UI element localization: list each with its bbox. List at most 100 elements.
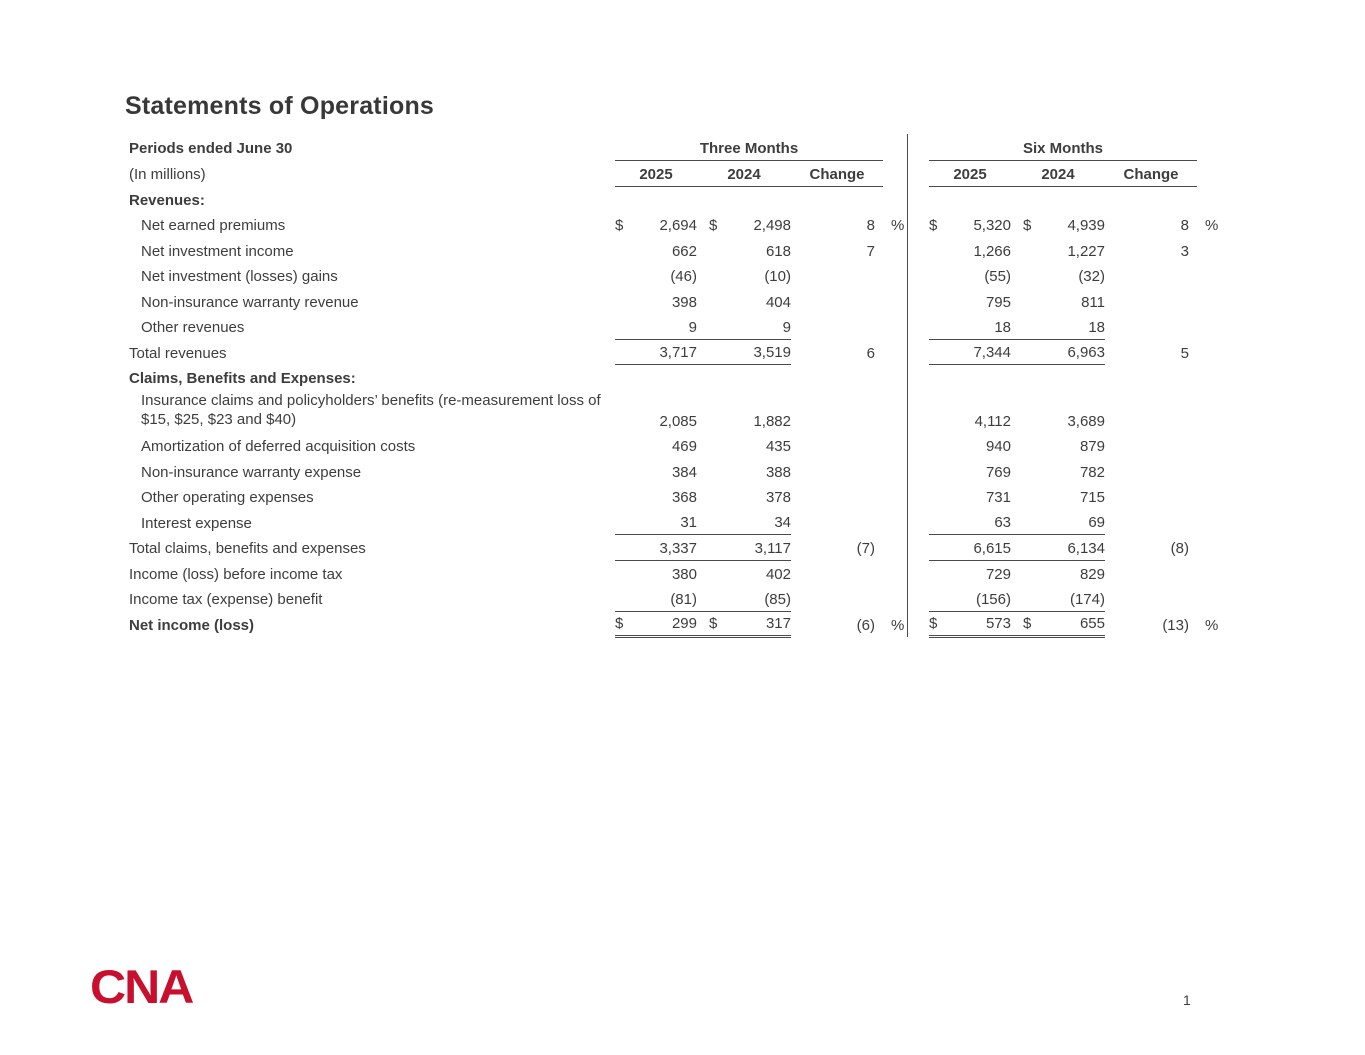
change-cell — [1105, 458, 1197, 484]
section-divider — [906, 211, 929, 237]
dollar-cell — [615, 288, 635, 314]
percent-cell — [883, 390, 907, 433]
percent-cell — [1197, 390, 1221, 433]
row-label: Non-insurance warranty expense — [141, 463, 362, 481]
value-cell: 1,227 — [1067, 242, 1105, 260]
dollar-cell — [1011, 458, 1041, 484]
value-cell: 940 — [985, 438, 1011, 455]
value-cell: 9 — [635, 313, 697, 340]
value-cell: 317 — [727, 611, 791, 638]
dollar-cell — [697, 433, 727, 459]
dollar-cell — [697, 288, 727, 314]
change-cell — [1105, 288, 1197, 314]
section-divider — [906, 160, 929, 186]
dollar-cell — [697, 339, 727, 365]
dollar-cell — [1011, 263, 1041, 289]
percent-cell — [1197, 339, 1221, 365]
row-label: Non-insurance warranty revenue — [141, 293, 359, 311]
dollar-cell — [615, 390, 635, 433]
dollar-cell — [615, 534, 635, 561]
change-cell: (6) — [856, 616, 875, 634]
value-cell: 380 — [671, 565, 697, 583]
change-cell — [791, 458, 883, 484]
section-divider — [906, 313, 929, 339]
row-label: Insurance claims and policyholders’ bene… — [141, 392, 601, 428]
change-cell: (13) — [1162, 616, 1189, 634]
dollar-cell — [697, 585, 727, 612]
value-cell: 662 — [671, 242, 697, 260]
value-cell: 7,344 — [947, 339, 1011, 365]
dollar-cell — [615, 560, 635, 586]
row-label: Interest expense — [141, 514, 252, 532]
spacer-cell — [929, 186, 1221, 212]
dollar-cell: $ — [929, 217, 938, 234]
col-header-2025: 2025 — [929, 160, 1011, 187]
dollar-cell — [929, 585, 947, 612]
table-row: Other revenues 9 9 18 18 — [129, 313, 1221, 340]
value-cell: 6,134 — [1041, 534, 1105, 561]
row-label: Total claims, benefits and expenses — [129, 540, 366, 557]
three-months-header: Three Months — [615, 134, 883, 161]
percent-cell — [1197, 263, 1221, 289]
dollar-cell — [1011, 288, 1041, 314]
dollar-cell — [1011, 339, 1041, 365]
value-cell: 729 — [985, 565, 1011, 583]
section-divider — [906, 262, 929, 288]
value-cell: 769 — [985, 463, 1011, 481]
col-header-change: Change — [791, 160, 883, 187]
section-label: Revenues: — [129, 191, 205, 209]
change-cell: 8 — [866, 217, 875, 234]
change-cell: 7 — [866, 242, 875, 260]
dollar-cell: $ — [929, 611, 947, 638]
percent-cell — [883, 288, 907, 314]
value-cell: 9 — [727, 313, 791, 340]
section-divider — [906, 585, 929, 611]
change-cell — [791, 314, 883, 340]
dollar-cell: $ — [1011, 611, 1041, 638]
value-cell: 1,882 — [753, 412, 791, 430]
table-header-columns: (In millions) 2025 2024 Change 2025 2024… — [129, 160, 1221, 187]
section-divider — [906, 483, 929, 509]
value-cell: 795 — [985, 293, 1011, 311]
percent-cell — [1197, 509, 1221, 535]
dollar-cell — [615, 585, 635, 612]
table-row: Net income (loss) $ 299 $ 317 (6) % $ 57… — [129, 611, 1221, 638]
dollar-cell — [697, 313, 727, 340]
change-cell — [1105, 314, 1197, 340]
value-cell: 6,963 — [1041, 339, 1105, 365]
change-cell — [1105, 560, 1197, 586]
value-cell: (10) — [764, 268, 791, 285]
value-cell: 2,085 — [659, 412, 697, 430]
table-row: Non-insurance warranty revenue 398 404 7… — [129, 288, 1221, 314]
dollar-cell — [697, 458, 727, 484]
percent-cell — [883, 314, 907, 340]
spacer-cell — [883, 134, 907, 160]
value-cell: (174) — [1041, 585, 1105, 612]
value-cell: 715 — [1079, 489, 1105, 506]
dollar-cell — [697, 237, 727, 263]
col-header-2025: 2025 — [615, 160, 697, 187]
value-cell: 6,615 — [947, 534, 1011, 561]
section-divider — [906, 364, 929, 390]
dollar-cell: $ — [615, 611, 635, 638]
percent-cell — [883, 484, 907, 510]
value-cell: 63 — [947, 509, 1011, 535]
dollar-cell — [1011, 313, 1041, 340]
section-divider — [906, 611, 929, 637]
page-title: Statements of Operations — [125, 92, 435, 120]
table-row: Insurance claims and policyholders’ bene… — [129, 390, 1221, 433]
change-cell — [1105, 390, 1197, 433]
dollar-cell — [615, 458, 635, 484]
value-cell: 879 — [1079, 438, 1105, 455]
value-cell: 829 — [1079, 565, 1105, 583]
table-row: Non-insurance warranty expense 384 388 7… — [129, 458, 1221, 484]
row-label: Net investment (losses) gains — [141, 268, 338, 285]
spacer-cell — [929, 365, 1221, 391]
dollar-cell — [1011, 484, 1041, 510]
percent-cell: % — [891, 616, 905, 634]
table-row: Total revenues 3,717 3,519 6 7,344 6,963… — [129, 339, 1221, 365]
change-cell: 3 — [1180, 242, 1189, 260]
value-cell: (32) — [1078, 268, 1105, 285]
value-cell: 655 — [1041, 611, 1105, 638]
section-label: Claims, Benefits and Expenses: — [129, 370, 356, 387]
